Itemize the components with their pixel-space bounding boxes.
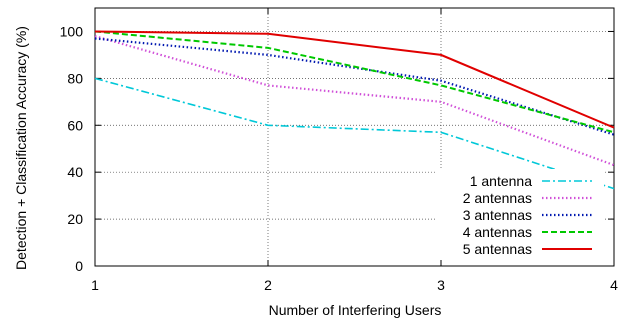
series-line-1 bbox=[94, 77, 615, 190]
legend-label-5: 5 antennas bbox=[463, 241, 532, 257]
legend-label-2: 2 antennas bbox=[463, 190, 532, 206]
y-tick-label: 60 bbox=[67, 117, 83, 133]
plot-frame bbox=[94, 7, 615, 267]
x-axis-label: Number of Interfering Users bbox=[269, 302, 442, 318]
series-line-2 bbox=[94, 35, 615, 167]
series-line-5 bbox=[94, 30, 615, 129]
y-tick-label: 0 bbox=[75, 258, 83, 274]
y-tick-label: 20 bbox=[67, 211, 83, 227]
x-tick-label: 1 bbox=[91, 277, 99, 293]
series-line-3 bbox=[94, 37, 615, 136]
y-tick-label: 80 bbox=[67, 70, 83, 86]
x-tick-label: 4 bbox=[610, 277, 618, 293]
y-tick-label: 40 bbox=[67, 164, 83, 180]
series-lines bbox=[94, 30, 615, 190]
legend-background bbox=[436, 169, 604, 258]
y-axis-label: Detection + Classification Accuracy (%) bbox=[13, 26, 29, 270]
series-line-4 bbox=[94, 30, 615, 134]
legend-label-1: 1 antenna bbox=[470, 173, 532, 189]
x-tick-label: 2 bbox=[264, 277, 272, 293]
x-tick-label: 3 bbox=[437, 277, 445, 293]
y-tick-label: 100 bbox=[60, 23, 84, 39]
legend-label-3: 3 antennas bbox=[463, 207, 532, 223]
axis-ticks: 0 20 40 60 80 100 1 2 3 4 bbox=[60, 8, 618, 293]
legend-label-4: 4 antennas bbox=[463, 224, 532, 240]
